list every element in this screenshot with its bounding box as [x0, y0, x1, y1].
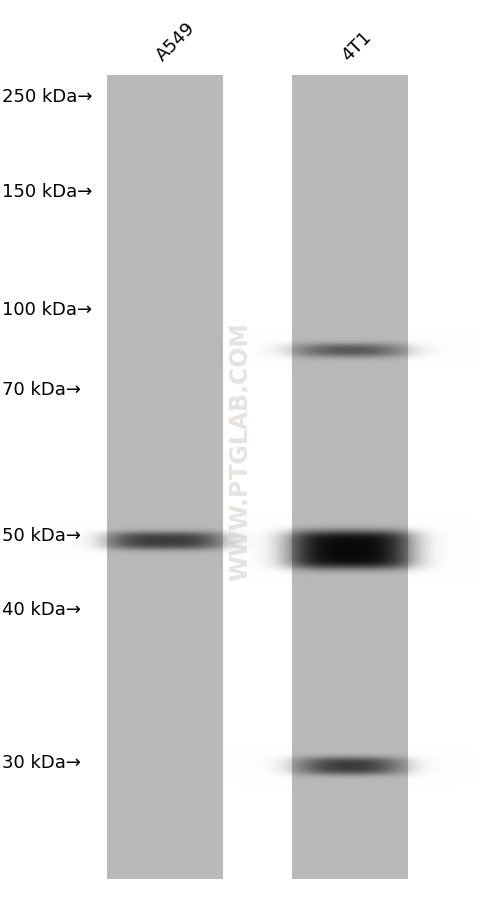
Text: 150 kDa→: 150 kDa→ — [2, 183, 93, 201]
Text: 50 kDa→: 50 kDa→ — [2, 527, 82, 545]
Text: 4T1: 4T1 — [337, 28, 374, 65]
Text: 40 kDa→: 40 kDa→ — [2, 600, 82, 618]
Text: 70 kDa→: 70 kDa→ — [2, 381, 82, 399]
Text: WWW.PTGLAB.COM: WWW.PTGLAB.COM — [228, 322, 252, 580]
Text: A549: A549 — [153, 19, 199, 65]
Text: 30 kDa→: 30 kDa→ — [2, 753, 82, 771]
Text: 250 kDa→: 250 kDa→ — [2, 87, 93, 106]
Text: 100 kDa→: 100 kDa→ — [2, 300, 93, 318]
